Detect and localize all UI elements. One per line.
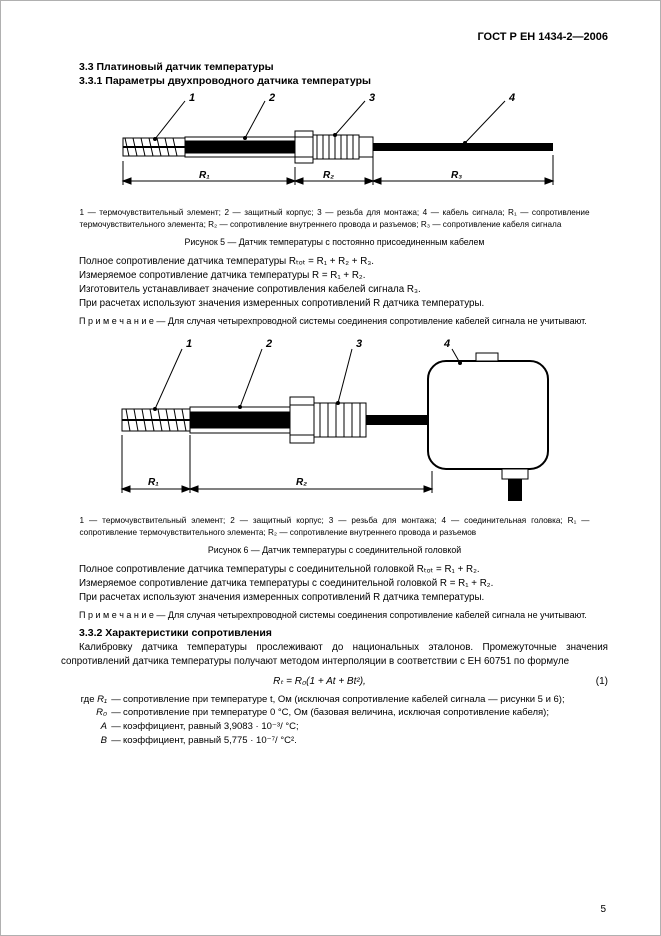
figure-5-caption: Рисунок 5 — Датчик температуры с постоян…	[61, 237, 608, 247]
block1-p3: Изготовитель устанавливает значение сопр…	[61, 283, 608, 297]
fig6-label-4: 4	[443, 338, 450, 350]
section-3-3-1-heading: 3.3.1 Параметры двухпроводного датчика т…	[79, 75, 608, 87]
figure-6-caption: Рисунок 6 — Датчик температуры с соедини…	[61, 545, 608, 555]
fig6-label-3: 3	[356, 338, 362, 350]
section-3-3-2-heading: 3.3.2 Характеристики сопротивления	[61, 627, 608, 639]
section-3-3-heading: 3.3 Платиновый датчик температуры	[79, 61, 608, 73]
where-b-sym: B	[61, 734, 109, 748]
where-a-sym: A	[61, 720, 109, 734]
figure-6: 1 2 3 4 R₁ R₂	[61, 331, 608, 511]
fig5-dim-r2: R₂	[323, 170, 334, 181]
fig5-label-2: 2	[268, 92, 275, 104]
figure-6-svg: 1 2 3 4 R₁ R₂	[100, 331, 570, 511]
formula-expression: Rₜ = R₀(1 + At + Bt²),	[61, 676, 578, 687]
fig6-dim-r1: R₁	[148, 477, 159, 488]
block1-note: П р и м е ч а н и е — Для случая четырех…	[61, 315, 608, 328]
body-3-3-2: Калибровку датчика температуры прослежив…	[61, 641, 608, 669]
block2-p3: При расчетах используют значения измерен…	[61, 591, 608, 605]
fig5-label-1: 1	[189, 92, 195, 104]
figure-6-legend: 1 — термочувствительный элемент; 2 — защ…	[80, 515, 590, 539]
figure-5: 1 2 3 4 R₁ R₂ R₃	[61, 91, 608, 203]
where-b-def: коэффициент, равный 5,775 · 10⁻⁷/ °С².	[123, 734, 608, 748]
block1-p2: Измеряемое сопротивление датчика темпера…	[61, 269, 608, 283]
fig5-label-4: 4	[508, 92, 515, 104]
fig5-dim-r1: R₁	[199, 170, 210, 181]
where-r0-sym: R₀	[61, 706, 109, 720]
formula-1: Rₜ = R₀(1 + At + Bt²), (1)	[61, 676, 608, 687]
where-a-def: коэффициент, равный 3,9083 · 10⁻³/ °С;	[123, 720, 608, 734]
page-number: 5	[600, 904, 606, 915]
where-r1-sym: R₁	[97, 694, 107, 705]
where-r1-def: сопротивление при температуре t, Ом (иск…	[123, 693, 608, 707]
figure-5-svg: 1 2 3 4 R₁ R₂ R₃	[95, 91, 575, 203]
fig5-label-3: 3	[369, 92, 375, 104]
where-prefix: где	[81, 694, 98, 705]
figure-5-legend: 1 — термочувствительный элемент; 2 — защ…	[80, 207, 590, 231]
block1-p1: Полное сопротивление датчика температуры…	[61, 255, 608, 269]
fig6-label-1: 1	[186, 338, 192, 350]
block2-p2: Измеряемое сопротивление датчика темпера…	[61, 577, 608, 591]
document-id: ГОСТ Р ЕН 1434-2—2006	[61, 31, 608, 43]
fig6-dim-r2: R₂	[296, 477, 307, 488]
block1-p4: При расчетах используют значения измерен…	[61, 297, 608, 311]
formula-number: (1)	[578, 676, 608, 687]
fig6-label-2: 2	[265, 338, 272, 350]
where-block: где R₁ — сопротивление при температуре t…	[61, 693, 608, 748]
block2-p1: Полное сопротивление датчика температуры…	[61, 563, 608, 577]
fig5-dim-r3: R₃	[451, 170, 462, 181]
where-r0-def: сопротивление при температуре 0 °С, Ом (…	[123, 706, 608, 720]
block2-note: П р и м е ч а н и е — Для случая четырех…	[61, 609, 608, 622]
page: ГОСТ Р ЕН 1434-2—2006 3.3 Платиновый дат…	[0, 0, 661, 936]
